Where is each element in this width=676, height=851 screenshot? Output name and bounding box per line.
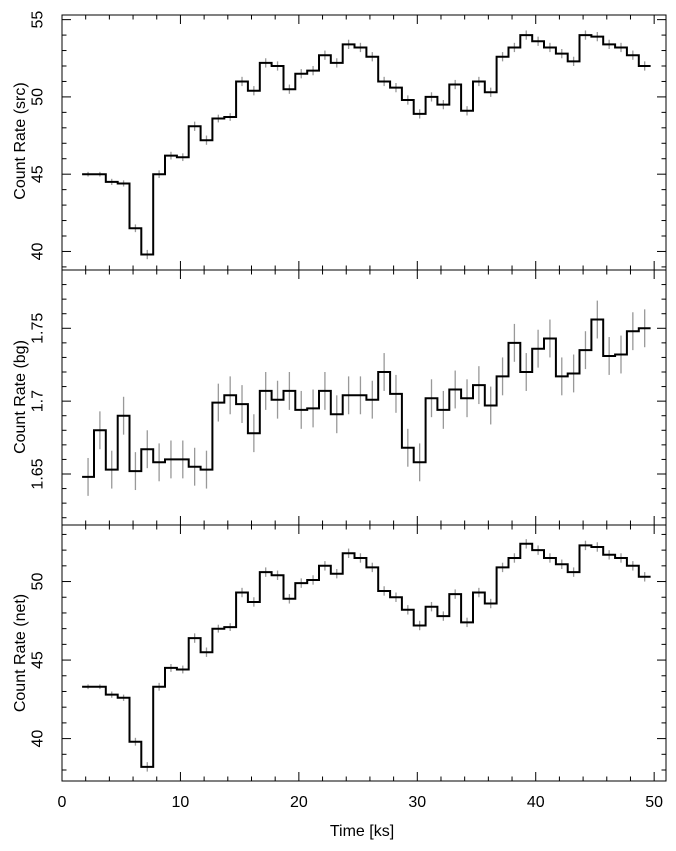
panel-bg-axes: 1.65 1.7 1.75 <box>30 269 667 526</box>
step-line <box>82 318 651 478</box>
step-line <box>82 542 651 768</box>
panel-net: 40 45 50 0 10 20 30 40 50 Count Rate (net) Time … <box>12 524 667 840</box>
y-tick-label: 1.65 <box>30 458 47 489</box>
y-tick-label: 40 <box>30 730 47 748</box>
y-tick-label: 55 <box>30 11 47 29</box>
panel-bg-plot-area <box>82 300 651 496</box>
y-tick-label: 1.7 <box>30 390 47 412</box>
step-line <box>82 34 651 256</box>
y-tick-label: 50 <box>30 88 47 106</box>
x-tick-label: 30 <box>408 794 426 811</box>
x-tick-label: 0 <box>58 794 67 811</box>
panel-net-plot-area <box>82 539 651 772</box>
x-tick-label: 10 <box>172 794 190 811</box>
y-tick-label: 40 <box>30 242 47 260</box>
panel-src-axes: 40 45 50 55 <box>30 11 667 271</box>
panel-net-axes: 40 45 50 0 10 20 30 40 50 <box>30 524 667 811</box>
x-tick-label: 40 <box>527 794 545 811</box>
panel-frame <box>61 524 667 782</box>
y-tick-label: 45 <box>30 165 47 183</box>
x-tick-label: 20 <box>290 794 308 811</box>
panel-src: 40 45 50 55 Count Rate (src) <box>12 11 667 271</box>
panel-src-plot-area <box>82 30 651 260</box>
y-tick-label: 50 <box>30 573 47 591</box>
y-tick-label: 45 <box>30 651 47 669</box>
x-axis-label: Time [ks] <box>330 823 394 840</box>
panel-bg: 1.65 1.7 1.75 Count Rate (bg) <box>12 269 667 526</box>
panel-bg-y-axis-label: Count Rate (bg) <box>12 340 29 454</box>
y-tick-label: 1.75 <box>30 313 47 344</box>
panel-src-y-axis-label: Count Rate (src) <box>12 82 29 199</box>
x-tick-label: 50 <box>645 794 663 811</box>
panel-net-y-axis-label: Count Rate (net) <box>12 594 29 712</box>
